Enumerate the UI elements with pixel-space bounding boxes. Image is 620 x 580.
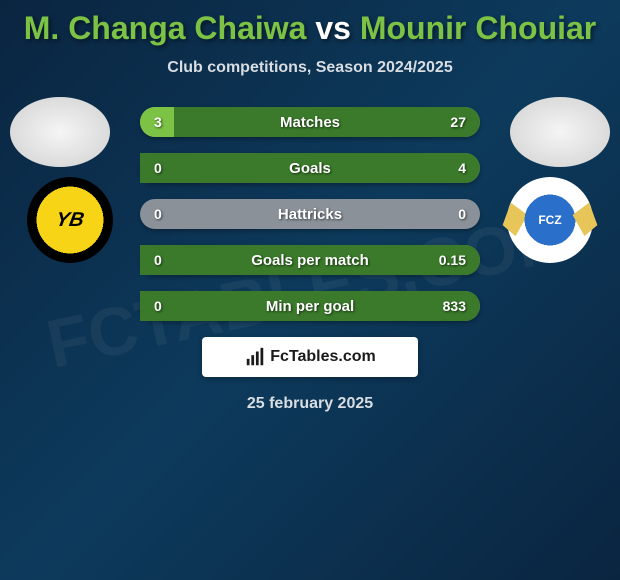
subtitle: Club competitions, Season 2024/2025 [0,59,620,77]
stat-right-value: 833 [443,298,466,314]
stats-bars: 3Matches270Goals40Hattricks00Goals per m… [140,107,480,321]
club-left-text: YB [54,209,86,232]
player2-photo [510,97,610,167]
stat-label: Matches [140,114,480,131]
comparison-content: YB FCZ 3Matches270Goals40Hattricks00Goal… [0,107,620,413]
stat-label: Min per goal [140,298,480,315]
date-text: 25 february 2025 [0,395,620,413]
player2-name: Mounir Chouiar [360,10,596,46]
stat-row: 0Goals4 [140,153,480,183]
stat-right-value: 27 [450,114,466,130]
stat-row: 3Matches27 [140,107,480,137]
chart-icon [244,346,266,368]
brand-text: FcTables.com [270,348,376,366]
player1-name: M. Changa Chaiwa [24,10,307,46]
vs-text: vs [315,10,351,46]
stat-right-value: 0 [458,206,466,222]
stat-right-value: 0.15 [439,252,466,268]
brand-box: FcTables.com [202,337,418,377]
club-right-text: FCZ [520,190,580,250]
stat-label: Goals per match [140,252,480,269]
stat-label: Goals [140,160,480,177]
player1-photo [10,97,110,167]
stat-right-value: 4 [458,160,466,176]
club-logo-left: YB [27,177,113,263]
stat-row: 0Min per goal833 [140,291,480,321]
stat-row: 0Goals per match0.15 [140,245,480,275]
stat-row: 0Hattricks0 [140,199,480,229]
club-logo-right: FCZ [507,177,593,263]
stat-label: Hattricks [140,206,480,223]
page-title: M. Changa Chaiwa vs Mounir Chouiar [0,0,620,47]
